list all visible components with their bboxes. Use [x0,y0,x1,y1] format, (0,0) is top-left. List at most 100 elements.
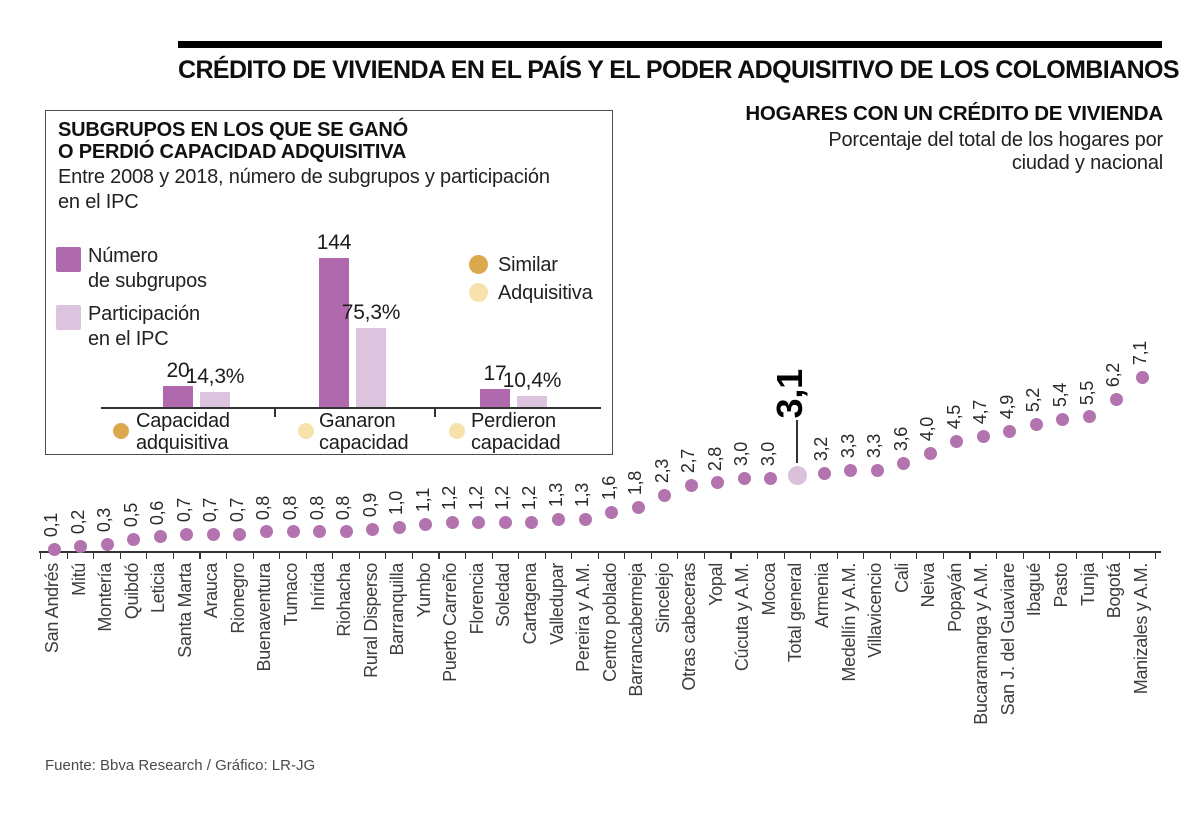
city-label: Bucaramanga y A.M. [971,563,992,725]
city-label: Riohacha [334,563,355,637]
axis-tick [624,551,626,559]
data-dot [339,525,353,539]
axis-tick [385,551,387,559]
value-label: 0,6 [147,500,168,525]
value-label: 3,2 [811,436,831,462]
value-label: 5,2 [1023,387,1044,413]
city-label: Total general [785,563,806,663]
data-dot [950,434,964,448]
axis-tick [730,551,732,559]
value-label: 4,7 [970,400,991,425]
data-dot [392,520,406,534]
city-label: Arauca [201,563,222,619]
axis-tick [995,551,998,559]
city-label: Barrancabermeja [626,563,647,697]
data-dot [206,527,220,541]
data-dot [47,542,61,556]
data-dot [419,518,433,531]
city-label: Villavicencio [865,563,886,658]
axis-tick [172,551,175,559]
inset-subtitle: Entre 2008 y 2018, número de subgrupos y… [58,166,550,213]
data-dot [605,505,619,519]
axis-tick [889,551,891,559]
value-label: 2,7 [678,449,699,474]
data-dot [923,447,937,460]
city-label: Popayán [944,563,965,632]
value-label: 2,8 [704,446,725,471]
value-label: 1,2 [492,485,513,511]
axis-tick [1102,551,1104,559]
axis-tick [305,551,307,559]
legend-swatch-subgroups [56,247,81,272]
bar-ipc [356,328,386,407]
axis-tick [119,551,121,559]
scatter-x-axis [39,551,1161,553]
axis-tick [969,551,971,559]
bar-subgroups [319,258,349,407]
data-dot [1056,412,1070,426]
data-dot [100,537,114,551]
city-label: Centro poblado [599,563,620,682]
city-label: Mocoa [758,563,779,616]
city-label: Bogotá [1104,563,1124,619]
category-label: Capacidad adquisitiva [136,410,230,454]
value-label: 0,9 [359,493,380,518]
legend-label-subgroups: Número de subgrupos [88,245,207,292]
axis-tick [942,551,944,559]
data-dot [897,456,911,470]
data-dot [870,464,884,478]
city-label: Yopal [705,563,726,606]
bar-value-label: 10,4% [502,369,562,392]
value-label: 0,8 [280,495,300,520]
city-label: Medellín y A.M. [838,563,859,682]
data-dot [127,532,141,546]
axis-tick [1128,551,1130,559]
city-label: Pasto [1050,563,1071,608]
city-label: Leticia [148,563,169,613]
legend-label-similar: Similar [498,254,558,276]
data-dot [552,513,565,527]
axis-tick [411,551,413,559]
data-dot [233,527,247,541]
city-label: Ibagué [1024,563,1045,617]
value-label: 1,1 [412,488,433,513]
category-marker-dot [449,423,465,439]
city-label: Pereira y A.M. [573,563,593,672]
legend-dot-adquisitiva [469,283,488,302]
city-label: San J. del Guaviare [997,563,1018,716]
axis-tick [1049,551,1051,559]
data-dot [74,540,87,554]
data-dot [631,500,645,514]
inset-title: SUBGRUPOS EN LOS QUE SE GANÓ O PERDIÓ CA… [58,119,409,163]
bar-value-label: 20 [166,359,190,382]
value-label: 6,2 [1103,363,1123,388]
axis-tick [810,551,812,559]
axis-tick [358,551,360,559]
bar-value-label: 14,3% [185,365,245,388]
axis-tick [199,551,201,559]
value-label: 2,3 [651,458,672,484]
value-label: 0,7 [200,498,221,523]
value-label: 3,6 [890,427,911,452]
axis-tick [226,551,228,559]
city-label: Armenia [812,563,832,628]
category-label: Perdieron capacidad [471,410,561,454]
bar-ipc [517,396,547,407]
axis-tick [757,551,759,559]
city-label: Otras cabeceras [679,563,700,691]
data-dot [684,478,698,492]
value-label: 3,0 [757,441,778,466]
value-label: 4,9 [996,395,1017,420]
bar-value-label: 144 [316,231,352,254]
city-label: Quibdó [121,563,142,620]
axis-tick [650,551,652,559]
data-dot-highlight [787,466,807,486]
value-label: 4,0 [917,417,938,442]
axis-tick [332,551,334,559]
axis-tick [93,551,95,559]
axis-tick [597,551,599,559]
legend-label-adquisitiva: Adquisitiva [498,282,593,304]
value-label: 0,1 [41,512,61,537]
inset-chart: SUBGRUPOS EN LOS QUE SE GANÓ O PERDIÓ CA… [45,110,613,455]
